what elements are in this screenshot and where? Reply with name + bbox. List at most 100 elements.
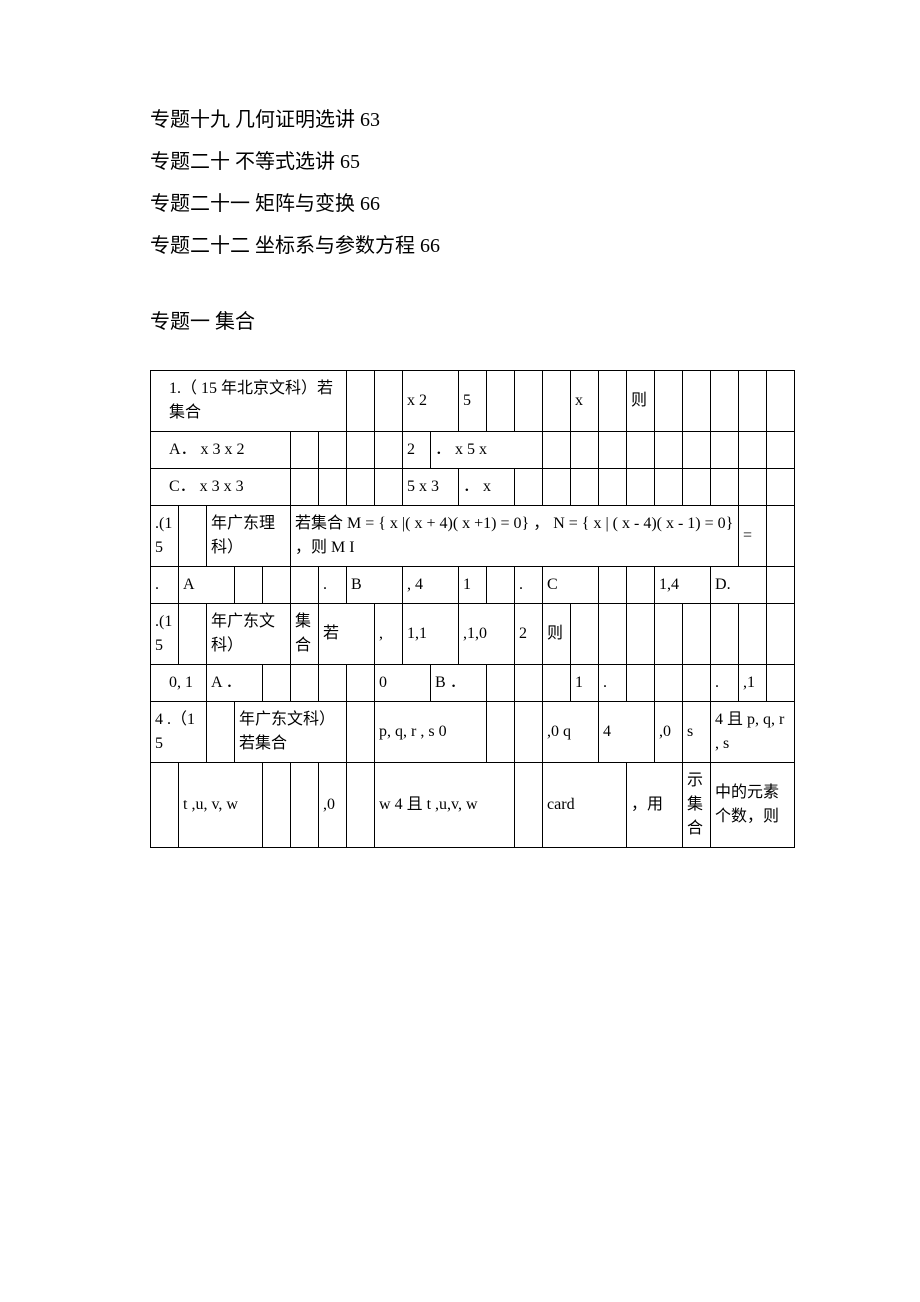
cell: 4 <box>599 702 655 763</box>
cell: A <box>179 567 235 604</box>
cell <box>347 763 375 848</box>
cell: 2 <box>515 604 543 665</box>
cell <box>571 432 599 469</box>
cell: = <box>739 506 767 567</box>
cell <box>375 432 403 469</box>
cell <box>739 604 767 665</box>
cell <box>543 665 571 702</box>
cell <box>515 371 543 432</box>
table-row: C． x 3 x 3 5 x 3 ． x <box>151 469 795 506</box>
cell <box>347 702 375 763</box>
cell: ． x <box>459 469 515 506</box>
cell <box>319 469 347 506</box>
cell: 集合 <box>291 604 319 665</box>
cell <box>375 371 403 432</box>
cell <box>767 371 795 432</box>
cell <box>739 371 767 432</box>
cell <box>627 567 655 604</box>
cell: ,0 q <box>543 702 599 763</box>
table-row: .(15 年广东理科） 若集合 M = { x |( x + 4)( x +1)… <box>151 506 795 567</box>
cell: 则 <box>543 604 571 665</box>
cell: card <box>543 763 627 848</box>
cell <box>711 432 739 469</box>
cell <box>739 469 767 506</box>
cell <box>767 432 795 469</box>
cell <box>487 371 515 432</box>
cell: B <box>347 567 403 604</box>
cell: 5 <box>459 371 487 432</box>
cell: x 2 <box>403 371 459 432</box>
table-row: t ,u, v, w ,0 w 4 且 t ,u,v, w card ，用 示集… <box>151 763 795 848</box>
cell <box>767 469 795 506</box>
cell: x <box>571 371 599 432</box>
cell <box>515 469 543 506</box>
cell: 则 <box>627 371 655 432</box>
cell: C． x 3 x 3 <box>151 469 291 506</box>
cell <box>683 432 711 469</box>
cell <box>711 604 739 665</box>
cell <box>767 567 795 604</box>
cell <box>599 371 627 432</box>
cell: . <box>711 665 739 702</box>
cell: 1,1 <box>403 604 459 665</box>
cell: ，用 <box>627 763 683 848</box>
cell: C <box>543 567 599 604</box>
cell: 0 <box>375 665 431 702</box>
cell: . <box>599 665 627 702</box>
cell <box>599 432 627 469</box>
cell <box>291 567 319 604</box>
table-row: 1.（ 15 年北京文科）若集合 x 2 5 x 则 <box>151 371 795 432</box>
cell: 1 <box>459 567 487 604</box>
cell <box>487 702 515 763</box>
cell <box>207 702 235 763</box>
cell: 0, 1 <box>151 665 207 702</box>
cell <box>179 506 207 567</box>
toc-item-21: 专题二十一 矩阵与变换 66 <box>150 184 770 224</box>
cell <box>347 469 375 506</box>
cell <box>151 763 179 848</box>
cell <box>319 665 347 702</box>
cell: 5 x 3 <box>403 469 459 506</box>
cell <box>627 432 655 469</box>
cell: 4 且 p, q, r , s <box>711 702 795 763</box>
section-heading: 专题一 集合 <box>150 302 770 342</box>
cell: ,0 <box>655 702 683 763</box>
cell: 若集合 M = { x |( x + 4)( x +1) = 0} ， N = … <box>291 506 739 567</box>
cell: . <box>515 567 543 604</box>
cell <box>543 371 571 432</box>
cell <box>487 665 515 702</box>
cell: .(15 <box>151 604 179 665</box>
cell <box>683 371 711 432</box>
cell: 年广东文科） <box>207 604 291 665</box>
toc-item-19: 专题十九 几何证明选讲 63 <box>150 100 770 140</box>
cell <box>291 665 319 702</box>
cell <box>291 469 319 506</box>
cell: p, q, r , s 0 <box>375 702 487 763</box>
problems-table: 1.（ 15 年北京文科）若集合 x 2 5 x 则 A． x 3 x 2 2 <box>150 370 795 848</box>
cell <box>683 604 711 665</box>
table-row: .(15 年广东文科） 集合 若 , 1,1 ,1,0 2 则 <box>151 604 795 665</box>
cell <box>291 763 319 848</box>
cell <box>767 506 795 567</box>
cell: 4 .（15 <box>151 702 207 763</box>
cell <box>347 432 375 469</box>
cell <box>543 469 571 506</box>
cell <box>655 604 683 665</box>
cell: , 4 <box>403 567 459 604</box>
cell: ,0 <box>319 763 347 848</box>
document-page: 专题十九 几何证明选讲 63 专题二十 不等式选讲 65 专题二十一 矩阵与变换… <box>0 0 920 888</box>
cell <box>515 702 543 763</box>
cell: A． x 3 x 2 <box>151 432 291 469</box>
cell <box>655 469 683 506</box>
cell: 1.（ 15 年北京文科）若集合 <box>151 371 347 432</box>
cell <box>655 665 683 702</box>
cell: ,1,0 <box>459 604 515 665</box>
table-row: A． x 3 x 2 2 ． x 5 x <box>151 432 795 469</box>
cell <box>627 604 655 665</box>
toc-item-20: 专题二十 不等式选讲 65 <box>150 142 770 182</box>
cell <box>683 469 711 506</box>
cell <box>599 469 627 506</box>
cell <box>235 567 263 604</box>
cell <box>767 604 795 665</box>
cell <box>655 371 683 432</box>
